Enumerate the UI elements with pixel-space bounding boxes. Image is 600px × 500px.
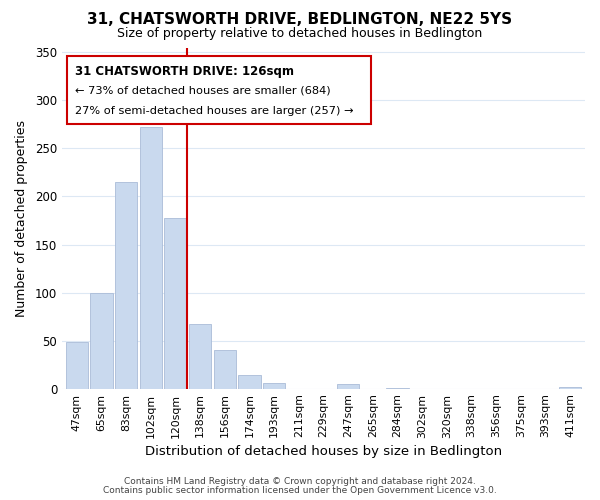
Text: 31, CHATSWORTH DRIVE, BEDLINGTON, NE22 5YS: 31, CHATSWORTH DRIVE, BEDLINGTON, NE22 5… [88,12,512,28]
Text: 31 CHATSWORTH DRIVE: 126sqm: 31 CHATSWORTH DRIVE: 126sqm [75,64,294,78]
Bar [337,384,359,388]
Bar [91,292,113,388]
Bar [214,350,236,389]
Text: Contains public sector information licensed under the Open Government Licence v3: Contains public sector information licen… [103,486,497,495]
Bar [164,218,187,388]
Bar [140,128,162,388]
Bar [189,324,211,388]
Bar [559,387,581,388]
Text: Size of property relative to detached houses in Bedlington: Size of property relative to detached ho… [118,28,482,40]
Bar [238,375,260,388]
Bar [115,182,137,388]
Text: 27% of semi-detached houses are larger (257) →: 27% of semi-detached houses are larger (… [75,106,353,116]
X-axis label: Distribution of detached houses by size in Bedlington: Distribution of detached houses by size … [145,444,502,458]
Bar [263,383,285,388]
Text: ← 73% of detached houses are smaller (684): ← 73% of detached houses are smaller (68… [75,85,331,95]
Bar [66,342,88,388]
Text: Contains HM Land Registry data © Crown copyright and database right 2024.: Contains HM Land Registry data © Crown c… [124,477,476,486]
Y-axis label: Number of detached properties: Number of detached properties [15,120,28,316]
FancyBboxPatch shape [67,56,371,124]
